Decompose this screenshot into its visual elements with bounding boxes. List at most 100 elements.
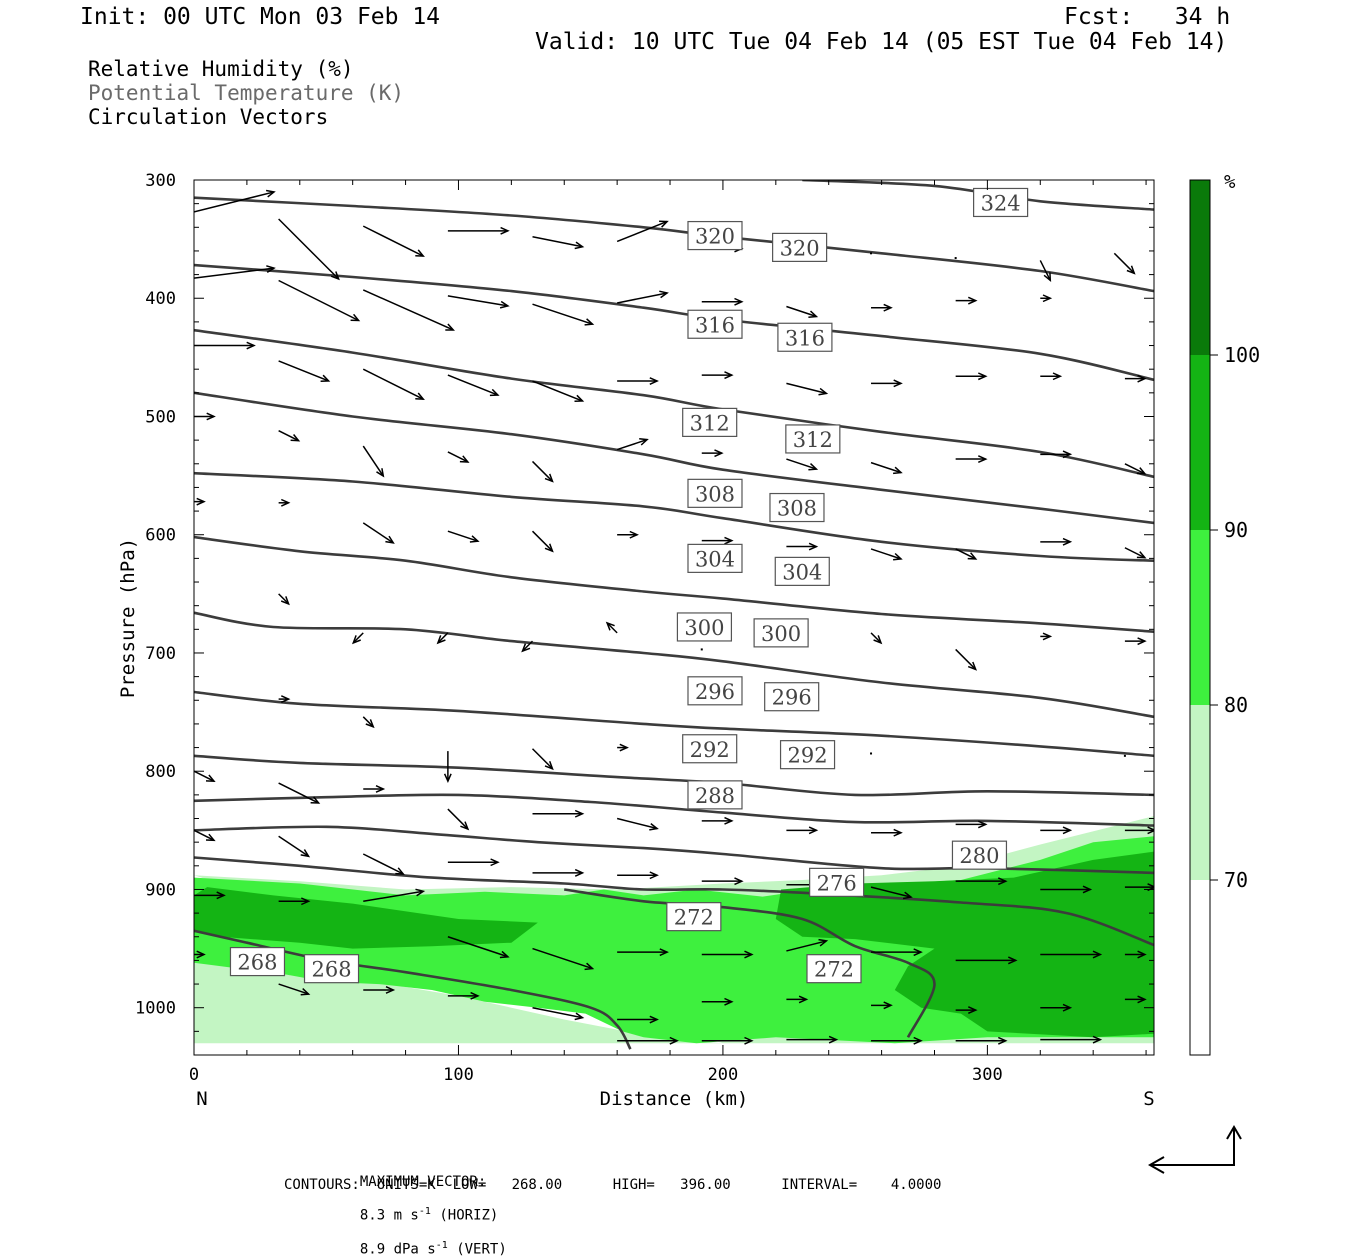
circulation-vector xyxy=(532,1006,585,1021)
circulation-vector xyxy=(278,360,331,382)
circulation-vector xyxy=(786,826,819,835)
circulation-vector xyxy=(871,1036,923,1045)
circulation-vector xyxy=(531,530,554,553)
x-end-label-north: N xyxy=(196,1088,207,1110)
circulation-vector xyxy=(532,303,595,326)
x-tick-label: 100 xyxy=(443,1065,474,1085)
circulation-vector xyxy=(436,632,449,645)
contour-label: 308 xyxy=(687,478,743,508)
circulation-vector xyxy=(870,886,913,900)
circulation-vector xyxy=(194,189,276,213)
circulation-vector xyxy=(194,341,256,350)
circulation-vector xyxy=(701,449,724,458)
forecast-hour: Fcst: 34 h xyxy=(1064,4,1231,30)
circulation-vector xyxy=(1040,294,1053,303)
contour-label-text: 292 xyxy=(788,744,828,768)
theta-contour-320 xyxy=(194,196,1154,293)
max-vector-line: MAXIMUM VECTOR: 8.3 m s-1 (HORIZ) 8.9 dP… xyxy=(343,1158,507,1257)
circulation-vector xyxy=(447,530,480,543)
contour-label-text: 272 xyxy=(674,906,714,930)
circulation-vector xyxy=(870,461,903,475)
reference-vector-icon xyxy=(1147,1125,1242,1174)
horiz-tag: (HORIZ) xyxy=(430,1207,499,1224)
circulation-vector xyxy=(701,877,744,886)
circulation-vector xyxy=(447,374,500,397)
contour-label-text: 268 xyxy=(311,958,351,982)
circulation-vector xyxy=(1040,537,1073,546)
colorbar-level-label: 100 xyxy=(1224,343,1260,367)
y-tick-label: 600 xyxy=(145,526,176,546)
circulation-vector xyxy=(871,303,893,312)
colorbar-seg-70-80 xyxy=(1190,705,1210,880)
circulation-vector xyxy=(1040,632,1053,641)
circulation-vector xyxy=(447,858,500,867)
circulation-vector xyxy=(701,950,754,959)
contour-label: 288 xyxy=(687,780,743,810)
circulation-vector xyxy=(362,445,385,478)
circulation-vector xyxy=(1124,995,1147,1004)
vert-exp: -1 xyxy=(435,1239,448,1251)
circulation-vector xyxy=(1040,450,1073,459)
contour-label: 280 xyxy=(951,840,1008,870)
circulation-vector xyxy=(955,296,978,305)
theta-contour-308 xyxy=(194,391,1154,525)
circulation-vector xyxy=(955,956,1018,965)
circulation-vector xyxy=(617,377,659,385)
x-axis-title: Distance (km) xyxy=(600,1088,749,1110)
circulation-vector xyxy=(617,871,659,880)
circulation-vector xyxy=(955,1036,1008,1045)
x-tick-label: 0 xyxy=(189,1065,199,1085)
circulation-vector xyxy=(955,372,988,381)
circulation-vector xyxy=(278,279,361,322)
contour-label: 304 xyxy=(687,543,743,573)
vert-max: 8.9 dPa s xyxy=(359,1241,436,1257)
contour-label: 324 xyxy=(973,187,1029,218)
theta-contour-312 xyxy=(194,328,1154,479)
circulation-vector xyxy=(617,530,639,539)
circulation-vector xyxy=(954,257,957,260)
circulation-vector xyxy=(362,716,375,729)
circulation-vector xyxy=(786,1035,839,1044)
circulation-vector xyxy=(1040,1035,1103,1044)
contour-label-text: 316 xyxy=(785,326,825,350)
circulation-vector xyxy=(871,948,923,957)
circulation-vector xyxy=(617,1036,679,1045)
vector-layer xyxy=(194,189,1154,1045)
circulation-vector xyxy=(532,947,595,971)
cross-section-chart: 324 320 320 316 316 312 312 308 308 304 304 300 300 2… xyxy=(117,171,1260,1174)
circulation-vector xyxy=(278,593,290,606)
colorbar-seg-100 xyxy=(1190,180,1210,355)
circulation-vector xyxy=(955,820,988,829)
horiz-exp: -1 xyxy=(418,1206,431,1217)
y-tick-label: 400 xyxy=(145,289,176,309)
theta-contour-316 xyxy=(194,263,1154,382)
circulation-vector xyxy=(1040,372,1063,381)
theta-contour-300 xyxy=(194,535,1154,633)
contour-label-text: 296 xyxy=(772,686,812,710)
circulation-vector xyxy=(194,265,276,279)
theta-contour-296 xyxy=(194,611,1154,719)
legend-vectors: Circulation Vectors xyxy=(88,105,329,129)
legend-rh: Relative Humidity (%) xyxy=(88,57,354,81)
circulation-vector xyxy=(278,897,311,906)
circulation-vector xyxy=(194,891,226,900)
circulation-vector xyxy=(871,828,903,837)
y-axis-title: Pressure (hPa) xyxy=(117,538,139,698)
y-tick-label: 1000 xyxy=(135,999,176,1019)
circulation-vector xyxy=(1124,374,1147,383)
contour-label: 300 xyxy=(676,612,733,642)
circulation-vector xyxy=(278,782,321,804)
circulation-vector xyxy=(616,220,669,243)
contour-label-text: 320 xyxy=(780,236,820,260)
circulation-vector xyxy=(278,430,301,442)
circulation-vector xyxy=(362,853,405,875)
circulation-vector xyxy=(521,640,534,653)
contour-label: 268 xyxy=(229,946,286,977)
circulation-vector xyxy=(605,621,618,634)
circulation-vector xyxy=(701,997,734,1006)
circulation-vector xyxy=(955,455,988,463)
contour-label-text: 316 xyxy=(695,313,735,337)
contour-label-text: 300 xyxy=(761,622,801,646)
circulation-vector xyxy=(786,305,819,319)
contour-label: 304 xyxy=(774,556,830,586)
